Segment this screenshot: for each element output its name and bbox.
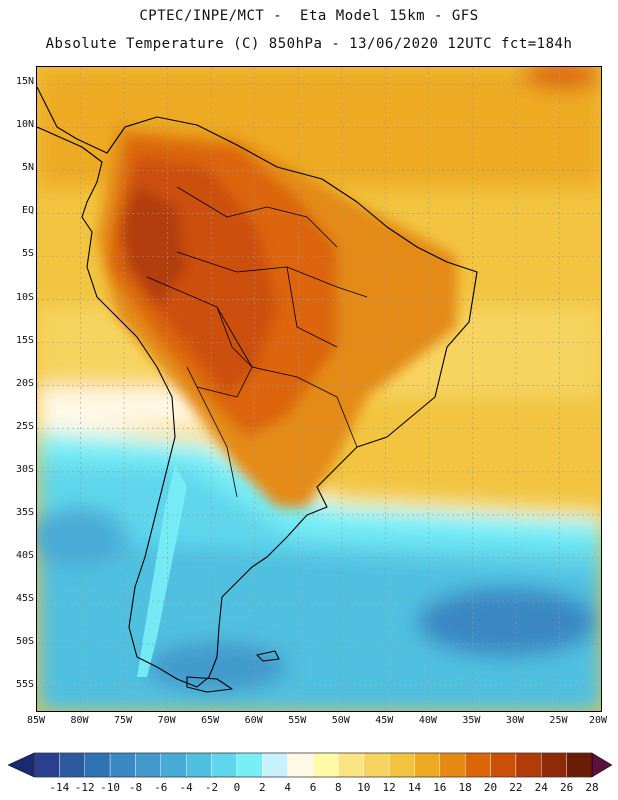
colorbar-swatch [388,752,415,778]
colorbar-tick-label: 8 [335,781,342,794]
colorbar-tick-label: -14 [49,781,70,794]
cold-patch-south [147,642,287,692]
colorbar-swatch [185,752,212,778]
colorbar-tick-label: -12 [74,781,95,794]
colorbar-swatch [109,752,136,778]
longitude-tick-label: 70W [157,715,176,726]
latitude-tick-label: 45S [15,593,34,605]
colorbar-tick-label: 14 [407,781,422,794]
colorbar-tick-label: 24 [534,781,548,794]
south-america-coastline [37,86,478,688]
colorbar-under-arrow [7,752,35,778]
colorbar-tick-label: 0 [233,781,241,794]
colorbar-tick-label: -6 [154,781,168,794]
warm-patch-ne [522,67,601,89]
longitude-tick-label: 40W [418,715,437,726]
latitude-tick-label: 10N [15,119,34,131]
latitude-tick-label: 20S [15,377,34,389]
cold-patch-west [37,507,127,567]
colorbar-swatch [515,752,542,778]
latitude-tick-label: 55S [15,679,34,691]
colorbar-tick-label: -8 [128,781,143,794]
latitude-tick-label: 35S [15,506,34,518]
colorbar-tick-label: 2 [258,781,266,794]
latitude-tick-label: 5N [21,162,34,174]
longitude-tick-label: 85W [26,715,46,726]
colorbar-tick-label: 18 [458,781,472,794]
colorbar-tick-label: -10 [100,781,121,794]
colorbar [7,752,613,778]
country-borders [146,186,368,498]
colorbar-swatch [33,752,60,778]
latitude-tick-label: 50S [15,636,34,648]
colorbar-outline [33,752,593,778]
colorbar-tick-label: 28 [585,781,599,794]
graticule [37,67,601,711]
colorbar-over-arrow [591,752,613,778]
longitude-tick-label: 20W [588,715,608,726]
colorbar-tick-label: 10 [357,781,371,794]
latitude-tick-label: 25S [15,420,34,432]
continent-hottest-area [122,187,187,307]
tierra-del-fuego [186,676,233,693]
longitude-tick-label: 60W [244,715,263,726]
latitude-tick-label: EQ [21,205,34,217]
latitude-tick-label: 15N [15,76,34,88]
chart-title-model: CPTEC/INPE/MCT - Eta Model 15km - GFS [139,8,479,24]
colorbar-swatch [490,752,517,778]
latitude-tick-label: 15S [15,334,34,346]
longitude-tick-label: 65W [201,715,220,726]
colorbar-tick-label: -2 [204,781,219,794]
map-panel[interactable] [36,66,602,712]
colorbar-tick-label: 6 [309,781,317,794]
colorbar-swatch [135,752,162,778]
longitude-tick-label: 75W [114,715,133,726]
longitude-tick-label: 35W [462,715,481,726]
colorbar-swatch [84,752,111,778]
longitude-tick-label: 55W [288,715,307,726]
colorbar-tick-label: 26 [560,781,574,794]
falkland-islands [256,650,280,662]
longitude-tick-label: 30W [505,715,524,726]
colorbar-tick-label: 22 [509,781,523,794]
colorbar-swatch [363,752,390,778]
latitude-tick-label: 10S [15,291,34,303]
latitude-tick-label: 5S [21,248,34,260]
longitude-tick-label: 45W [375,715,394,726]
colorbar-swatch [566,752,593,778]
colorbar-swatch [211,752,238,778]
colorbar-tick-label: 12 [382,781,396,794]
colorbar-tick-label: 20 [483,781,498,794]
latitude-tick-label: 30S [15,463,34,475]
latitude-tick-label: 40S [15,549,34,561]
colorbar-swatch [414,752,441,778]
colorbar-swatch [160,752,187,778]
cold-core [417,587,597,657]
longitude-tick-label: 80W [70,715,89,726]
colorbar-swatch [287,752,314,778]
chart-title-field: Absolute Temperature (C) 850hPa - 13/06/… [45,36,573,52]
andes-cold-strip [137,465,187,677]
longitude-tick-label: 50W [331,715,350,726]
colorbar-tick-label: 4 [284,781,291,794]
colorbar-swatch [312,752,339,778]
colorbar-swatch [59,752,85,778]
coastlines [37,86,478,693]
colorbar-swatch [541,752,567,778]
colorbar-tick-label: 16 [433,781,447,794]
colorbar-swatch [338,752,364,778]
colorbar-swatch [236,752,263,778]
temperature-map [37,67,601,711]
colorbar-swatch [439,752,466,778]
colorbar-swatch [464,752,491,778]
colorbar-tick-label: -4 [179,781,193,794]
longitude-tick-label: 25W [549,715,568,726]
colorbar-swatch [262,752,288,778]
